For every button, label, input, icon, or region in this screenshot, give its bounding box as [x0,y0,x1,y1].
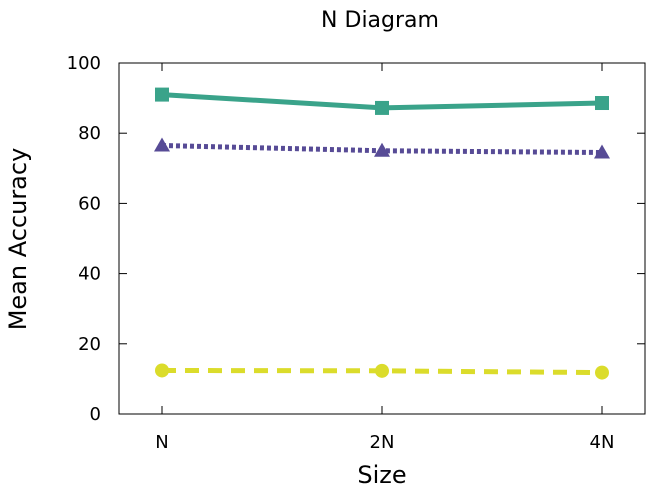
data-point-square [375,100,389,115]
y-tick-label: 0 [90,404,101,425]
plot-frame [118,62,646,415]
y-tick-label: 40 [78,264,101,285]
data-point-circle [375,363,389,378]
series-1 [155,87,609,115]
y-tick-label: 20 [78,334,101,355]
x-axis-label: Size [357,461,406,489]
data-point-triangle [374,142,390,157]
y-axis-label: Mean Accuracy [4,148,32,331]
chart-title: N Diagram [321,8,439,33]
series-layer [154,87,610,380]
x-tick-label: N [155,432,168,453]
series-3 [155,363,609,380]
x-tick-label: 2N [370,432,395,453]
data-point-triangle [594,144,610,159]
data-point-square [595,96,609,111]
y-tick-label: 60 [78,193,101,214]
y-axis: 0 20 40 60 80 100 [67,53,645,425]
y-tick-label: 80 [78,123,101,144]
x-axis: N 2N 4N [155,63,614,453]
data-point-square [155,87,169,102]
x-tick-label: 4N [590,432,615,453]
y-tick-label: 100 [67,53,101,74]
data-point-triangle [154,137,170,152]
data-point-circle [155,363,169,378]
data-point-circle [595,365,609,380]
series-2 [154,137,610,159]
